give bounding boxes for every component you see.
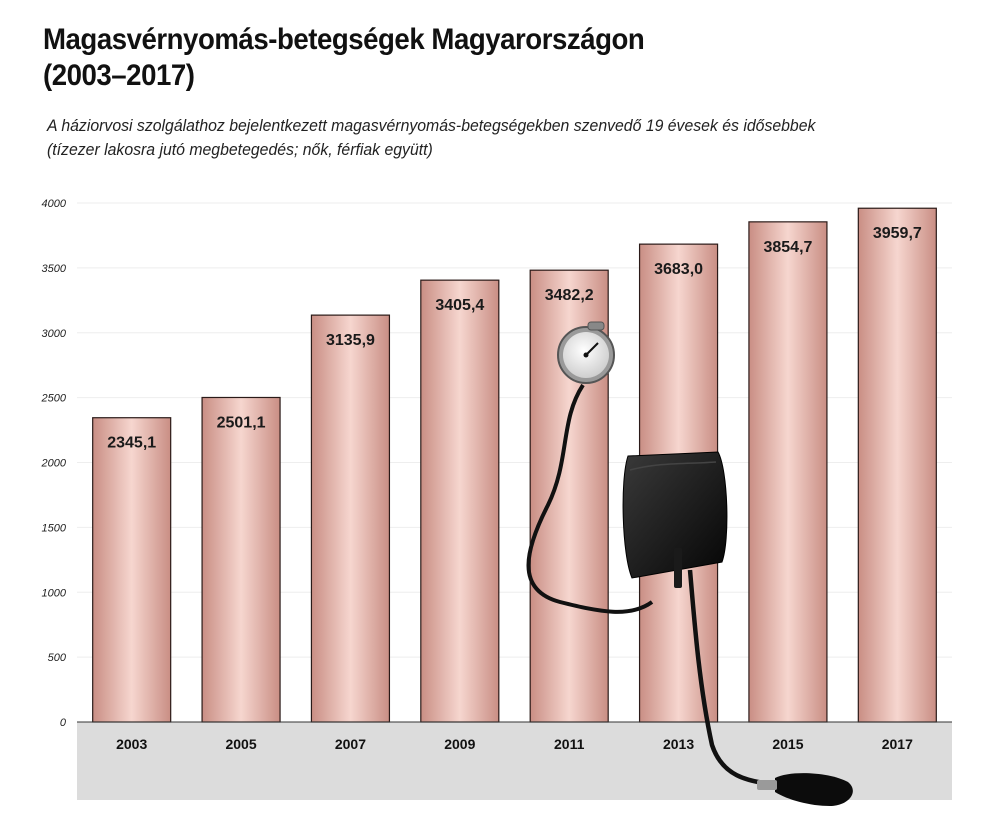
bar-2003 [92, 417, 172, 723]
y-tick-label: 2500 [41, 393, 67, 405]
value-label-2017: 3959,7 [873, 225, 922, 242]
chart-title-line2: (2003–2017) [43, 59, 195, 92]
y-axis-tick-labels: 0 500 1000 1500 2000 2500 3000 3500 4000 [41, 198, 67, 729]
bar-2005 [201, 396, 281, 723]
value-label-2005: 2501,1 [217, 414, 266, 431]
bar-2009 [420, 279, 500, 723]
value-label-2011: 3482,2 [545, 287, 594, 304]
value-label-2015: 3854,7 [763, 239, 812, 256]
category-label-2007: 2007 [335, 736, 366, 752]
category-label-2015: 2015 [772, 736, 803, 752]
chart-subtitle-line1: A háziorvosi szolgálathoz bejelentkezett… [47, 116, 816, 135]
y-tick-label: 3500 [42, 263, 67, 275]
chart-subtitle-line2: (tízezer lakosra jutó megbetegedés; nők,… [47, 140, 433, 159]
y-tick-label: 3000 [42, 328, 67, 340]
value-label-2007: 3135,9 [326, 332, 375, 349]
category-label-2005: 2005 [225, 736, 256, 752]
category-label-2009: 2009 [444, 736, 475, 752]
category-label-2011: 2011 [554, 736, 585, 752]
chart-title: Magasvérnyomás-betegségek Magyarországon… [43, 22, 645, 94]
chart-subtitle: A háziorvosi szolgálathoz bejelentkezett… [47, 114, 815, 162]
category-label-2017: 2017 [882, 736, 913, 752]
y-tick-label: 1500 [42, 522, 67, 534]
blood-pressure-monitor-icon [526, 321, 853, 806]
bars [92, 207, 937, 723]
y-tick-label: 1000 [42, 587, 67, 599]
y-tick-label: 500 [48, 652, 67, 664]
chart-title-line1: Magasvérnyomás-betegségek Magyarországon [43, 23, 645, 56]
category-label-2003: 2003 [116, 736, 147, 752]
bar-2007 [310, 314, 391, 723]
value-label-2009: 3405,4 [435, 297, 484, 314]
bar-value-labels: 2345,1 2501,1 3135,9 3405,4 3482,2 3683,0 3854… [107, 225, 922, 451]
y-tick-label: 2000 [41, 458, 67, 470]
bar-2017 [857, 207, 937, 723]
value-label-2003: 2345,1 [107, 435, 156, 452]
y-tick-label: 4000 [42, 198, 67, 210]
category-label-2013: 2013 [663, 736, 694, 752]
value-label-2013: 3683,0 [654, 261, 703, 278]
bar-2015 [748, 221, 828, 723]
y-tick-label: 0 [60, 717, 67, 729]
x-axis-category-labels: 2003 2005 2007 2009 2011 2013 2015 2017 [116, 736, 913, 752]
